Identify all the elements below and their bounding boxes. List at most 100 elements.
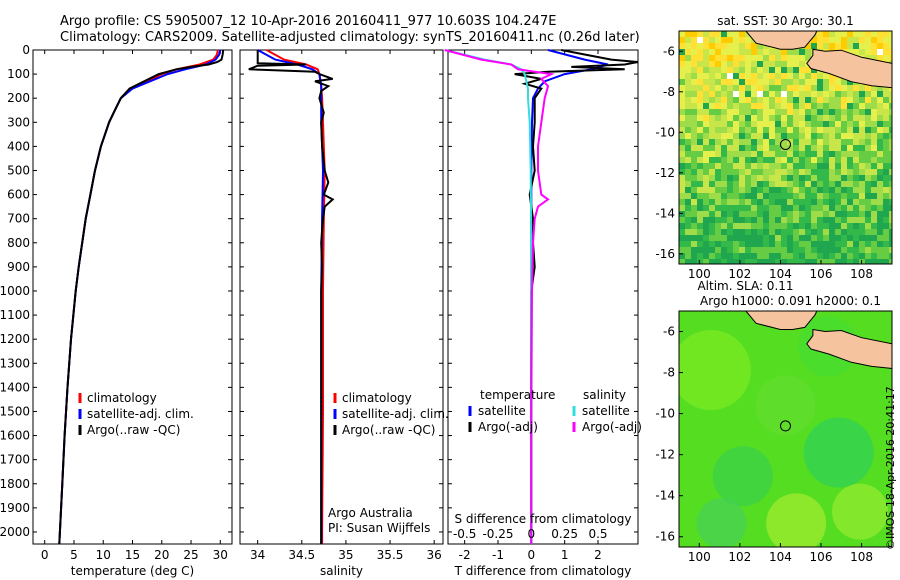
sst-cell [847,49,853,55]
sst-cell [745,187,751,193]
sst-cell [715,115,721,121]
sst-cell [877,175,883,181]
sst-cell [691,43,697,49]
sst-cell [769,85,775,91]
sst-cell [679,43,685,49]
sst-cell [739,223,745,229]
sst-cell [739,133,745,139]
sst-cell [883,217,889,223]
sst-cell [751,73,757,79]
sst-cell [823,115,829,121]
sst-cell [691,103,697,109]
sst-cell [739,115,745,121]
sst-cell [799,247,805,253]
depth-tick-label: 0 [22,43,30,57]
sst-cell [697,151,703,157]
sst-cell [733,217,739,223]
differences-xtick-label: 0 [528,548,536,562]
sst-cell [721,49,727,55]
sst-cell [859,193,865,199]
sst-cell [781,163,787,169]
sst-cell [817,229,823,235]
sst-cell [811,205,817,211]
sst-cell [829,169,835,175]
sst-cell [817,181,823,187]
sst-cell [805,163,811,169]
sst-cell [721,85,727,91]
sst-cell [769,151,775,157]
sst-cell [865,37,871,43]
sst-cell [781,49,787,55]
sst-cell [757,139,763,145]
sst-cell [685,199,691,205]
sst-cell [691,229,697,235]
sst-cell [829,133,835,139]
sst-cell [685,103,691,109]
sst-cell [679,85,685,91]
sst-cell [787,73,793,79]
sst-cell [883,169,889,175]
sst-cell [853,259,859,264]
sst-cell [727,109,733,115]
map-sst-map: 100 102 104 106 108 -6 -8 -10 -12 -14 -16 sat. SST:… [655,14,893,281]
sst-cell [685,31,691,37]
sst-cell [679,31,685,37]
sst-cell [823,73,829,79]
sst-cell [679,235,685,241]
sst-cell [805,109,811,115]
sst-cell [811,169,817,175]
sst-cell [775,253,781,259]
sst-cell [769,103,775,109]
sst-cell [865,181,871,187]
sst-cell [865,157,871,163]
sst-cell [751,49,757,55]
side-stamp: ©IMOS 18-Apr-2016 20:41:17 [884,386,897,550]
sst-cell [745,109,751,115]
legend-label: salinity [583,388,626,402]
sst-cell [889,109,892,115]
sst-cell [793,49,799,55]
sst-cell [799,151,805,157]
sst-cell [799,253,805,259]
sst-cell [709,67,715,73]
sst-cell [691,169,697,175]
sst-cell [691,187,697,193]
sst-cell [757,229,763,235]
sst-cell [769,163,775,169]
sst-cell [727,229,733,235]
sst-cell [811,187,817,193]
sst-cell [727,55,733,61]
sst-cell [739,163,745,169]
sst-cell [781,247,787,253]
sst-cell [739,67,745,73]
sst-cell [775,97,781,103]
sst-cell [787,55,793,61]
sst-cell [883,247,889,253]
sst-cell [877,223,883,229]
sst-cell [757,49,763,55]
sst-cell [703,55,709,61]
sst-cell [811,127,817,133]
sst-cell [859,229,865,235]
sst-cell [829,247,835,253]
sst-cell [745,259,751,264]
sst-cell [739,109,745,115]
temperature-xtick-label: 10 [96,548,111,562]
sst-cell [697,43,703,49]
sst-cell [757,217,763,223]
sst-cell [877,163,883,169]
sst-cell [883,121,889,127]
sst-cell [685,151,691,157]
sst-cell [805,115,811,121]
sst-cell [739,157,745,163]
sla-map-ytick-label: -10 [655,407,675,421]
sst-cell [685,229,691,235]
differences-xtick-label: 2 [594,548,602,562]
map-sla-map: 100 102 104 106 108 -6 -8 -10 -12 -14 -16 Altim. SL… [655,279,893,564]
sst-cell [775,259,781,264]
sst-cell [787,205,793,211]
sst-cell [889,31,892,37]
sst-cell [811,103,817,109]
sst-cell [763,157,769,163]
sst-cell [775,91,781,97]
